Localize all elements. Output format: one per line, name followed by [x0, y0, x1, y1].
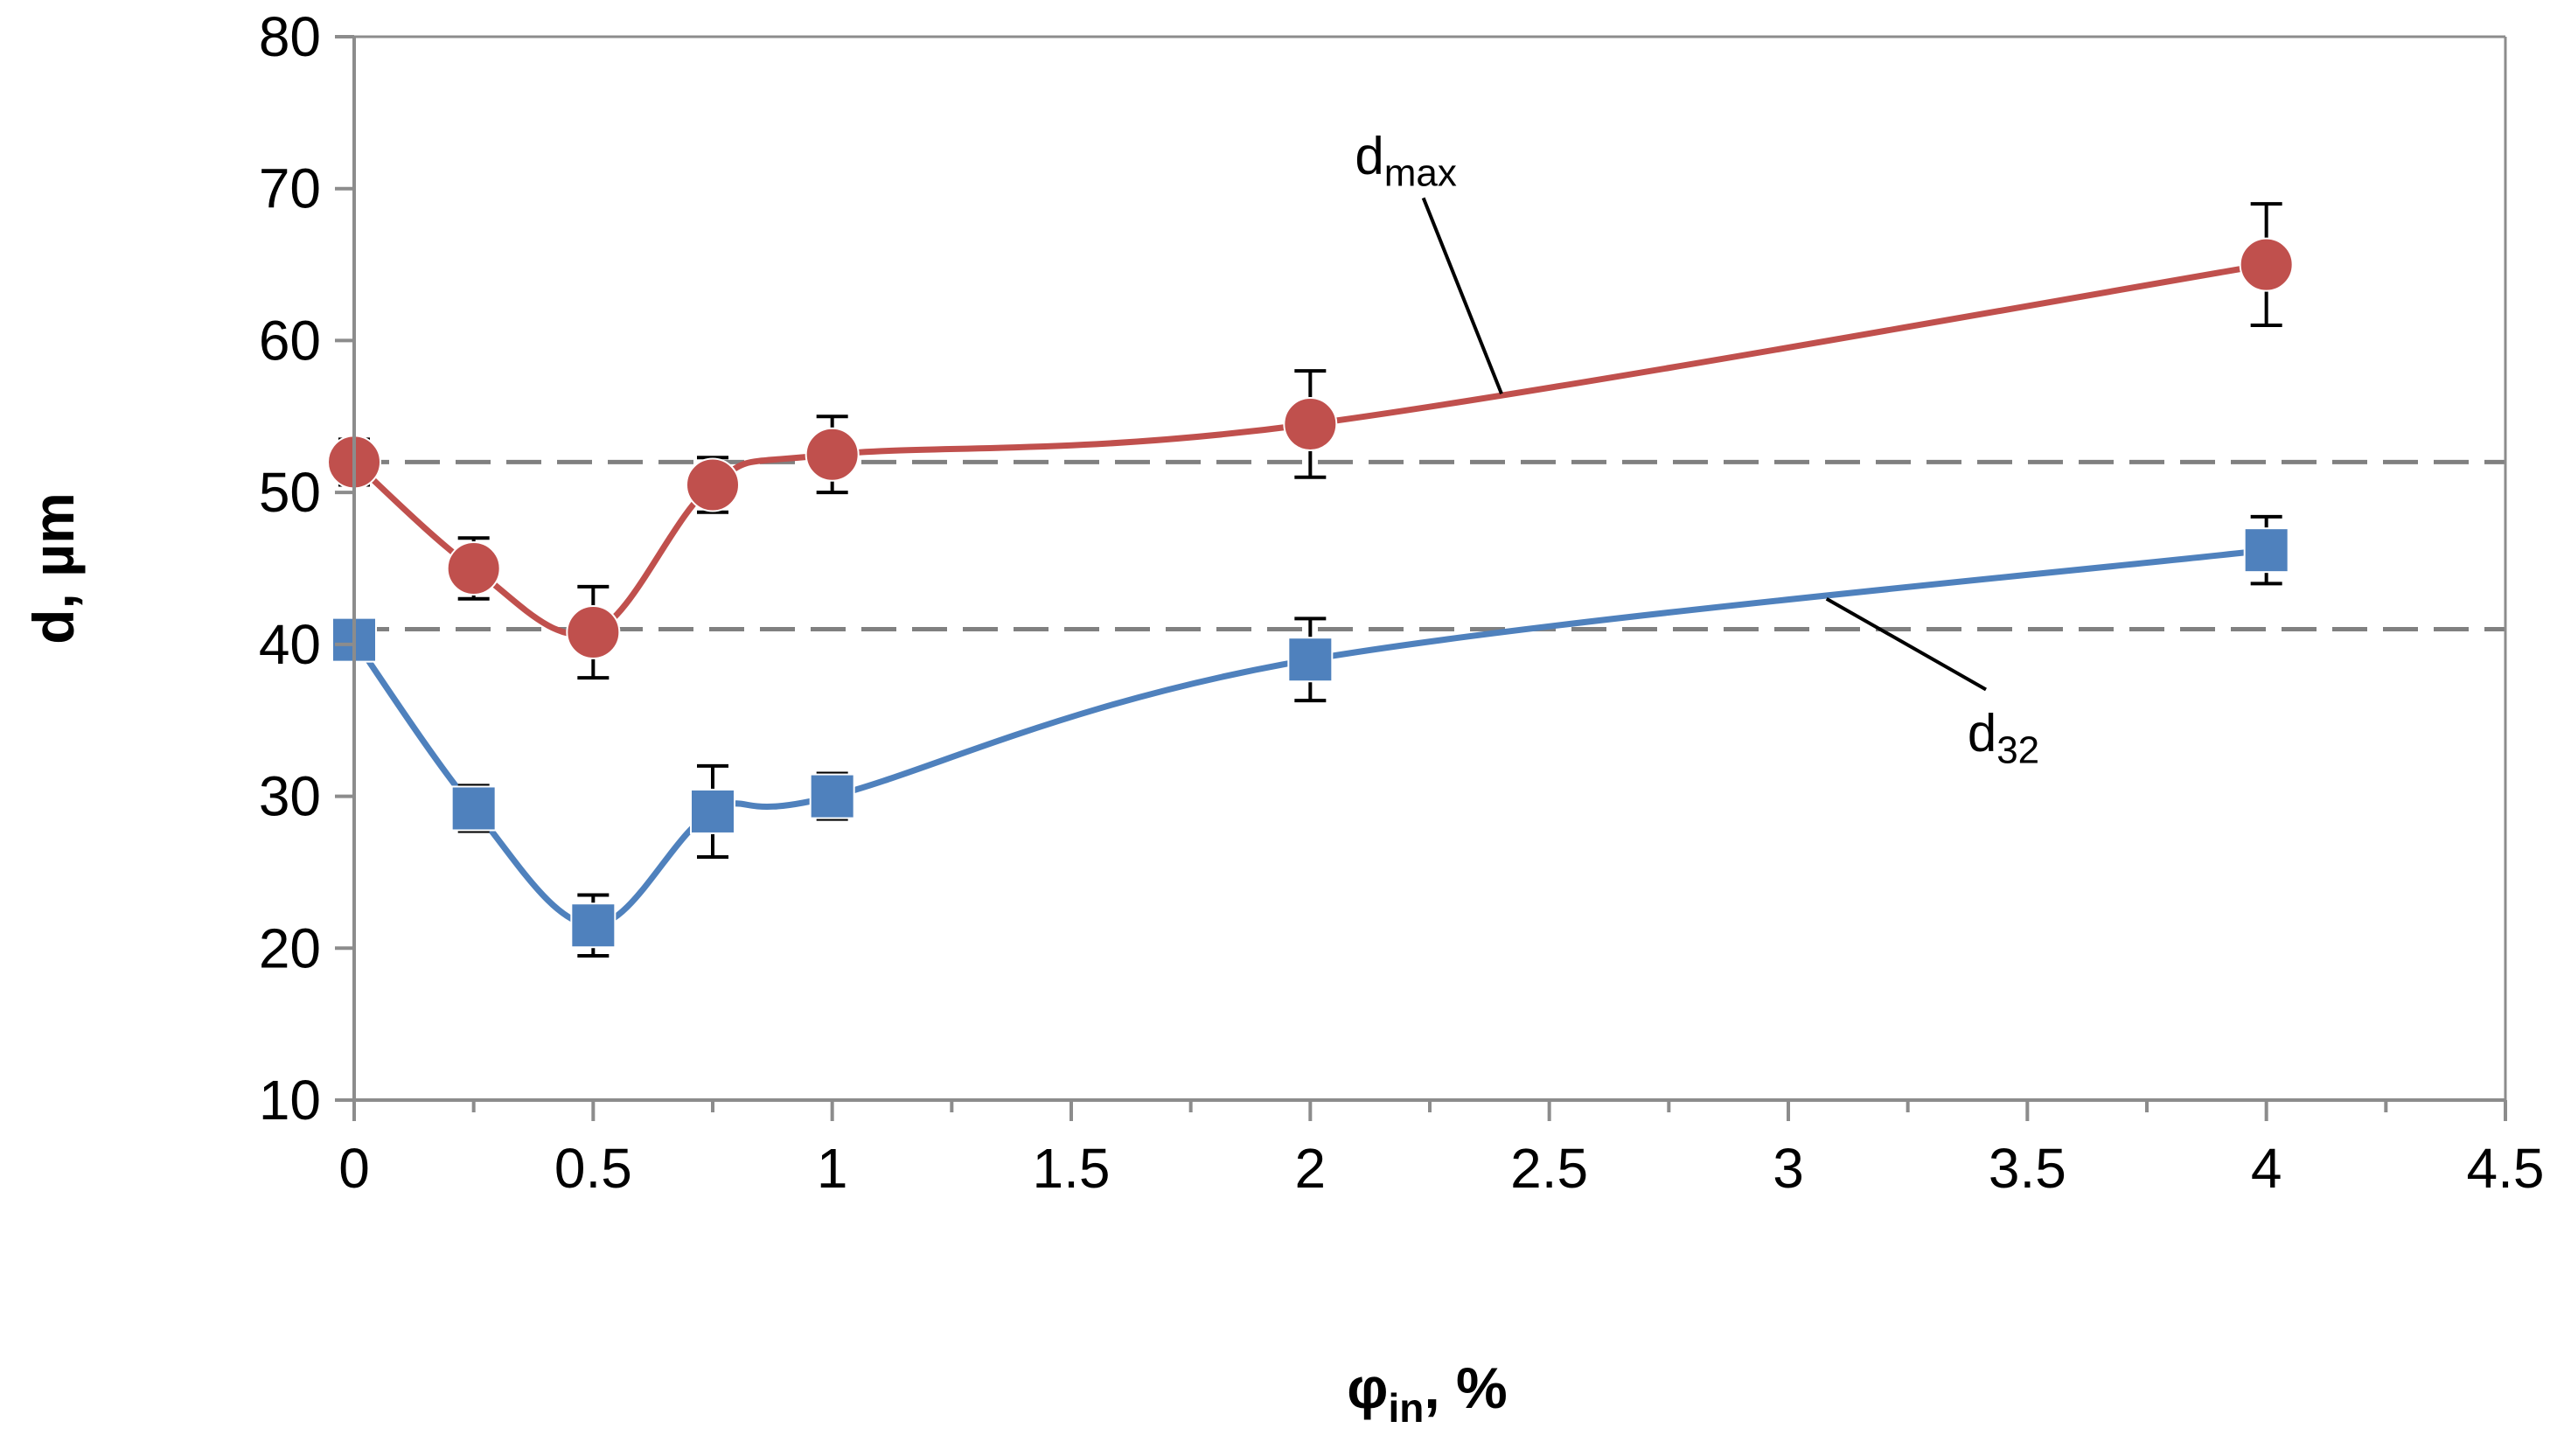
y-tick-label: 60 [259, 309, 321, 372]
x-tick-label: 0.5 [554, 1137, 632, 1200]
axis-titles: d, µm φin, % [21, 492, 1508, 1431]
annotation-label-sub: max [1384, 151, 1457, 194]
x-tick-label: 4.5 [2467, 1137, 2545, 1200]
plot-area [354, 37, 2505, 1100]
y-axis-title: d, µm [21, 492, 86, 644]
data-point-d_max [686, 457, 740, 512]
data-point-d_max [566, 604, 621, 659]
data-point-d_32 [809, 773, 855, 819]
data-point-d_max [1283, 396, 1338, 451]
y-tick-label: 40 [259, 613, 321, 676]
x-tick-label: 2 [1295, 1137, 1327, 1200]
x-tick-label: 0 [338, 1137, 370, 1200]
data-point-d_32 [2243, 527, 2289, 574]
axes: 10 20 30 40 50 60 70 80 0 0.5 1 1.5 2 2.5 3 3.5 4 4.5 [259, 5, 2545, 1200]
annotation-leader-d_max [1421, 197, 1503, 394]
data-point-d_32 [450, 785, 497, 832]
annotation-label-sub: 32 [1996, 728, 2039, 771]
annotation-label-main: d [1355, 126, 1383, 185]
x-tick-label: 3 [1773, 1137, 1804, 1200]
x-axis-title-sub: in [1388, 1385, 1424, 1431]
data-point-d_max [446, 541, 501, 596]
series-layer [327, 202, 2294, 958]
series-line-d_32 [352, 547, 2268, 929]
y-tick-label: 20 [259, 916, 321, 979]
series-d_max [327, 202, 2294, 680]
y-tick-label: 70 [259, 157, 321, 220]
x-axis-title-suffix: , % [1424, 1355, 1507, 1420]
data-point-d_32 [690, 788, 735, 834]
x-axis-title: φin, % [1347, 1355, 1507, 1431]
data-point-d_max [805, 427, 860, 482]
x-tick-label: 2.5 [1510, 1137, 1588, 1200]
x-tick-label: 1 [817, 1137, 848, 1200]
x-axis-title-main: φ [1347, 1355, 1388, 1420]
x-tick-label: 4 [2251, 1137, 2282, 1200]
x-tick-label: 1.5 [1033, 1137, 1111, 1200]
annotation-label-main: d [1968, 703, 1996, 762]
y-tick-label: 80 [259, 5, 321, 68]
data-point-d_max [2239, 237, 2294, 292]
y-tick-label: 50 [259, 461, 321, 524]
data-point-d_32 [1287, 637, 1334, 683]
annotation-label-d_max: dmax [1355, 126, 1457, 194]
annotation-leader-d_32 [1825, 597, 1987, 692]
annotation-label-d_32: d32 [1968, 703, 2039, 771]
data-point-d_32 [570, 902, 617, 949]
x-tick-label: 3.5 [1989, 1137, 2066, 1200]
y-tick-label: 30 [259, 765, 321, 828]
y-tick-label: 10 [259, 1069, 321, 1132]
